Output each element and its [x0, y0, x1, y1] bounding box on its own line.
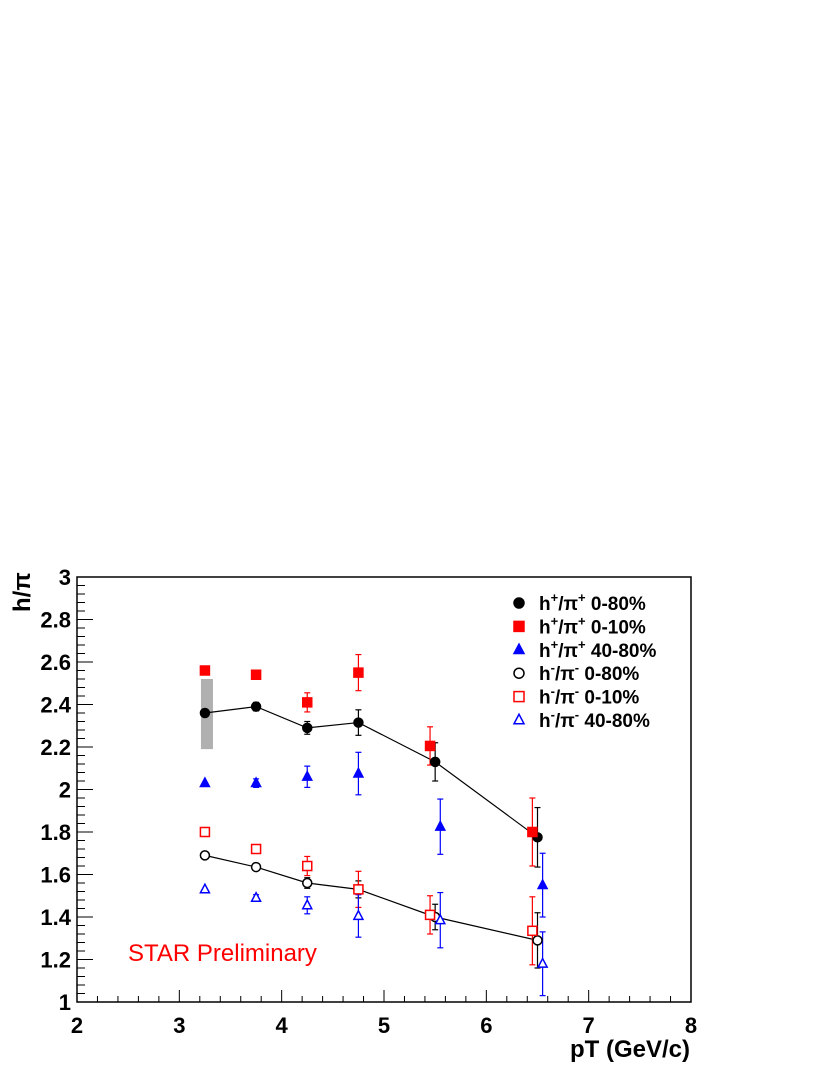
data-point	[250, 701, 262, 712]
legend-entry: h-/π- 0-80%	[539, 660, 639, 685]
data-point	[434, 913, 447, 925]
data-point	[199, 882, 211, 894]
data-point	[199, 665, 211, 676]
data-point	[527, 925, 538, 937]
data-point	[352, 909, 365, 921]
y-tick-label: 2.4	[40, 693, 71, 718]
x-tick-label: 5	[378, 1013, 390, 1038]
series-lines	[204, 706, 538, 941]
legend-entry: h-/π- 0-10%	[539, 684, 639, 709]
axis-ticks	[76, 576, 692, 1003]
legend-entry: h+/π+ 40-80%	[539, 637, 656, 662]
data-point	[424, 740, 436, 752]
star-preliminary-label: STAR Preliminary	[128, 940, 317, 967]
data-point	[352, 766, 365, 778]
x-tick-label: 8	[685, 1013, 697, 1038]
legend-marker	[512, 712, 526, 725]
data-point	[199, 826, 211, 838]
legend-marker	[512, 642, 526, 655]
legend: h+/π+ 0-80%h+/π+ 0-10%h+/π+ 40-80%h-/π- …	[512, 590, 656, 732]
legend-marker	[513, 620, 525, 633]
y-tick-label: 1.8	[40, 820, 71, 845]
y-tick-label: 2	[59, 778, 71, 803]
y-tick-label: 1.4	[40, 905, 71, 930]
legend-entry: h-/π- 40-80%	[539, 707, 650, 732]
data-point	[434, 819, 447, 831]
data-point	[250, 776, 262, 788]
y-tick-labels: 1 1.2 1.4 1.6 1.8 2 2.2 2.4 2.6 2.8 3	[40, 565, 71, 1015]
legend-marker	[513, 597, 525, 609]
series-line-3	[204, 854, 538, 941]
data-point	[199, 776, 211, 788]
x-tick-label: 7	[583, 1013, 595, 1038]
legend-entry: h+/π+ 0-10%	[539, 613, 646, 638]
y-tick-label: 1.2	[40, 948, 71, 973]
data-point	[527, 826, 538, 838]
x-tick-label: 4	[276, 1013, 289, 1038]
x-axis-title: pT (GeV/c)	[570, 1036, 690, 1063]
legend-entry: h+/π+ 0-80%	[539, 590, 646, 615]
x-tick-label: 3	[173, 1013, 185, 1038]
data-point	[424, 909, 436, 921]
data-point	[250, 891, 262, 902]
legend-marker	[513, 690, 525, 703]
data-point	[250, 861, 262, 873]
x-tick-label: 2	[71, 1013, 83, 1038]
data-point	[429, 756, 441, 768]
x-tick-label: 6	[480, 1013, 492, 1038]
data-markers	[199, 665, 549, 968]
data-point	[302, 697, 313, 708]
series-line-0	[204, 706, 538, 838]
data-point	[532, 935, 543, 946]
data-point	[536, 956, 549, 968]
data-point	[250, 843, 262, 855]
x-tick-labels: 2 3 4 5 6 7 8	[71, 1013, 697, 1038]
y-tick-label: 1.6	[40, 863, 71, 888]
data-point	[536, 878, 549, 890]
data-point	[302, 860, 313, 872]
y-tick-label: 1	[59, 990, 71, 1015]
legend-marker	[513, 667, 525, 679]
y-axis-title: h/π	[9, 572, 36, 612]
y-tick-label: 2.6	[40, 650, 71, 675]
y-tick-label: 2.8	[40, 608, 71, 633]
data-point	[301, 898, 313, 910]
data-point	[199, 850, 211, 861]
data-point	[250, 669, 262, 680]
y-tick-label: 2.2	[40, 735, 71, 760]
y-tick-label: 3	[59, 565, 71, 590]
data-point	[301, 769, 313, 781]
data-point	[353, 717, 364, 728]
data-point	[199, 707, 211, 719]
data-point	[353, 884, 364, 895]
data-point	[302, 722, 313, 734]
data-point	[302, 877, 313, 889]
data-point	[353, 667, 364, 678]
